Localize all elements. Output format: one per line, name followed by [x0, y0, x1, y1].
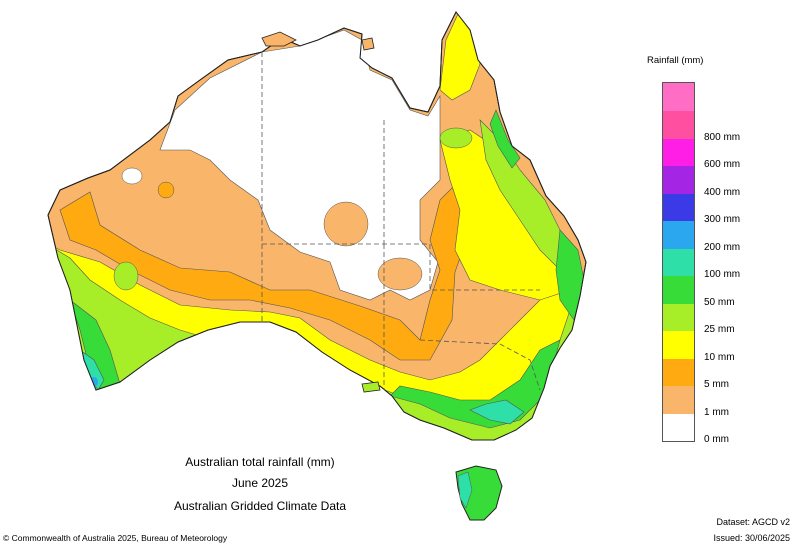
legend-swatch — [663, 138, 694, 166]
legend-swatch — [663, 276, 694, 304]
legend-swatch — [663, 111, 694, 139]
legend-label: 10 mm — [704, 351, 735, 363]
legend-swatch — [663, 358, 694, 386]
zone-25mm-cape-a — [439, 127, 473, 149]
map-title: Australian total rainfall (mm) — [185, 455, 335, 469]
melville-island — [261, 31, 297, 47]
legend-swatch — [663, 386, 694, 414]
legend-label: 100 mm — [704, 269, 741, 280]
legend-label: 0 mm — [704, 434, 729, 445]
legend-swatch — [663, 303, 694, 331]
zone-0mm-north — [159, 29, 441, 301]
map-period: June 2025 — [231, 476, 289, 490]
issued-text: Issued: 30/06/2025 — [713, 533, 790, 543]
tasmania-wet-west — [457, 471, 473, 509]
legend-swatch-top — [663, 83, 694, 111]
legend-label: 1 mm — [704, 406, 729, 418]
legend-swatch — [663, 331, 694, 359]
zone-1mm-patch-c — [157, 181, 175, 199]
kangaroo-island — [361, 381, 381, 393]
legend-label: 5 mm — [704, 379, 729, 390]
dataset-text: Dataset: AGCD v2 — [716, 517, 790, 527]
groote-island — [361, 37, 375, 51]
legend-label: 600 mm — [704, 159, 741, 170]
copyright-text: © Commonwealth of Australia 2025, Bureau… — [3, 533, 228, 543]
legend-swatch — [663, 166, 694, 194]
legend-label: 800 mm — [704, 131, 741, 143]
legend-swatch — [663, 193, 694, 221]
legend-label: 400 mm — [704, 186, 741, 198]
legend-label: 25 mm — [704, 324, 735, 335]
legend-label: 300 mm — [704, 214, 741, 225]
zone-25mm-interior — [113, 261, 139, 291]
zone-1mm-patch-a — [323, 201, 369, 247]
legend-swatch — [663, 221, 694, 249]
state-borders — [261, 52, 541, 391]
map-subtitle: Australian Gridded Climate Data — [173, 499, 347, 513]
legend-colorbar — [662, 82, 695, 442]
legend-swatch — [663, 248, 694, 276]
zone-100mm-vic — [469, 399, 525, 425]
zone-1mm-patch-b — [377, 257, 423, 291]
zone-50mm-qld — [489, 109, 521, 169]
legend-label: 200 mm — [704, 241, 741, 253]
zone-0mm-west-spot — [121, 167, 143, 185]
legend-swatch — [663, 413, 694, 441]
legend-label: 50 mm — [704, 296, 735, 308]
legend-title: Rainfall (mm) — [647, 55, 704, 66]
zone-50mm-southeast — [389, 339, 561, 429]
